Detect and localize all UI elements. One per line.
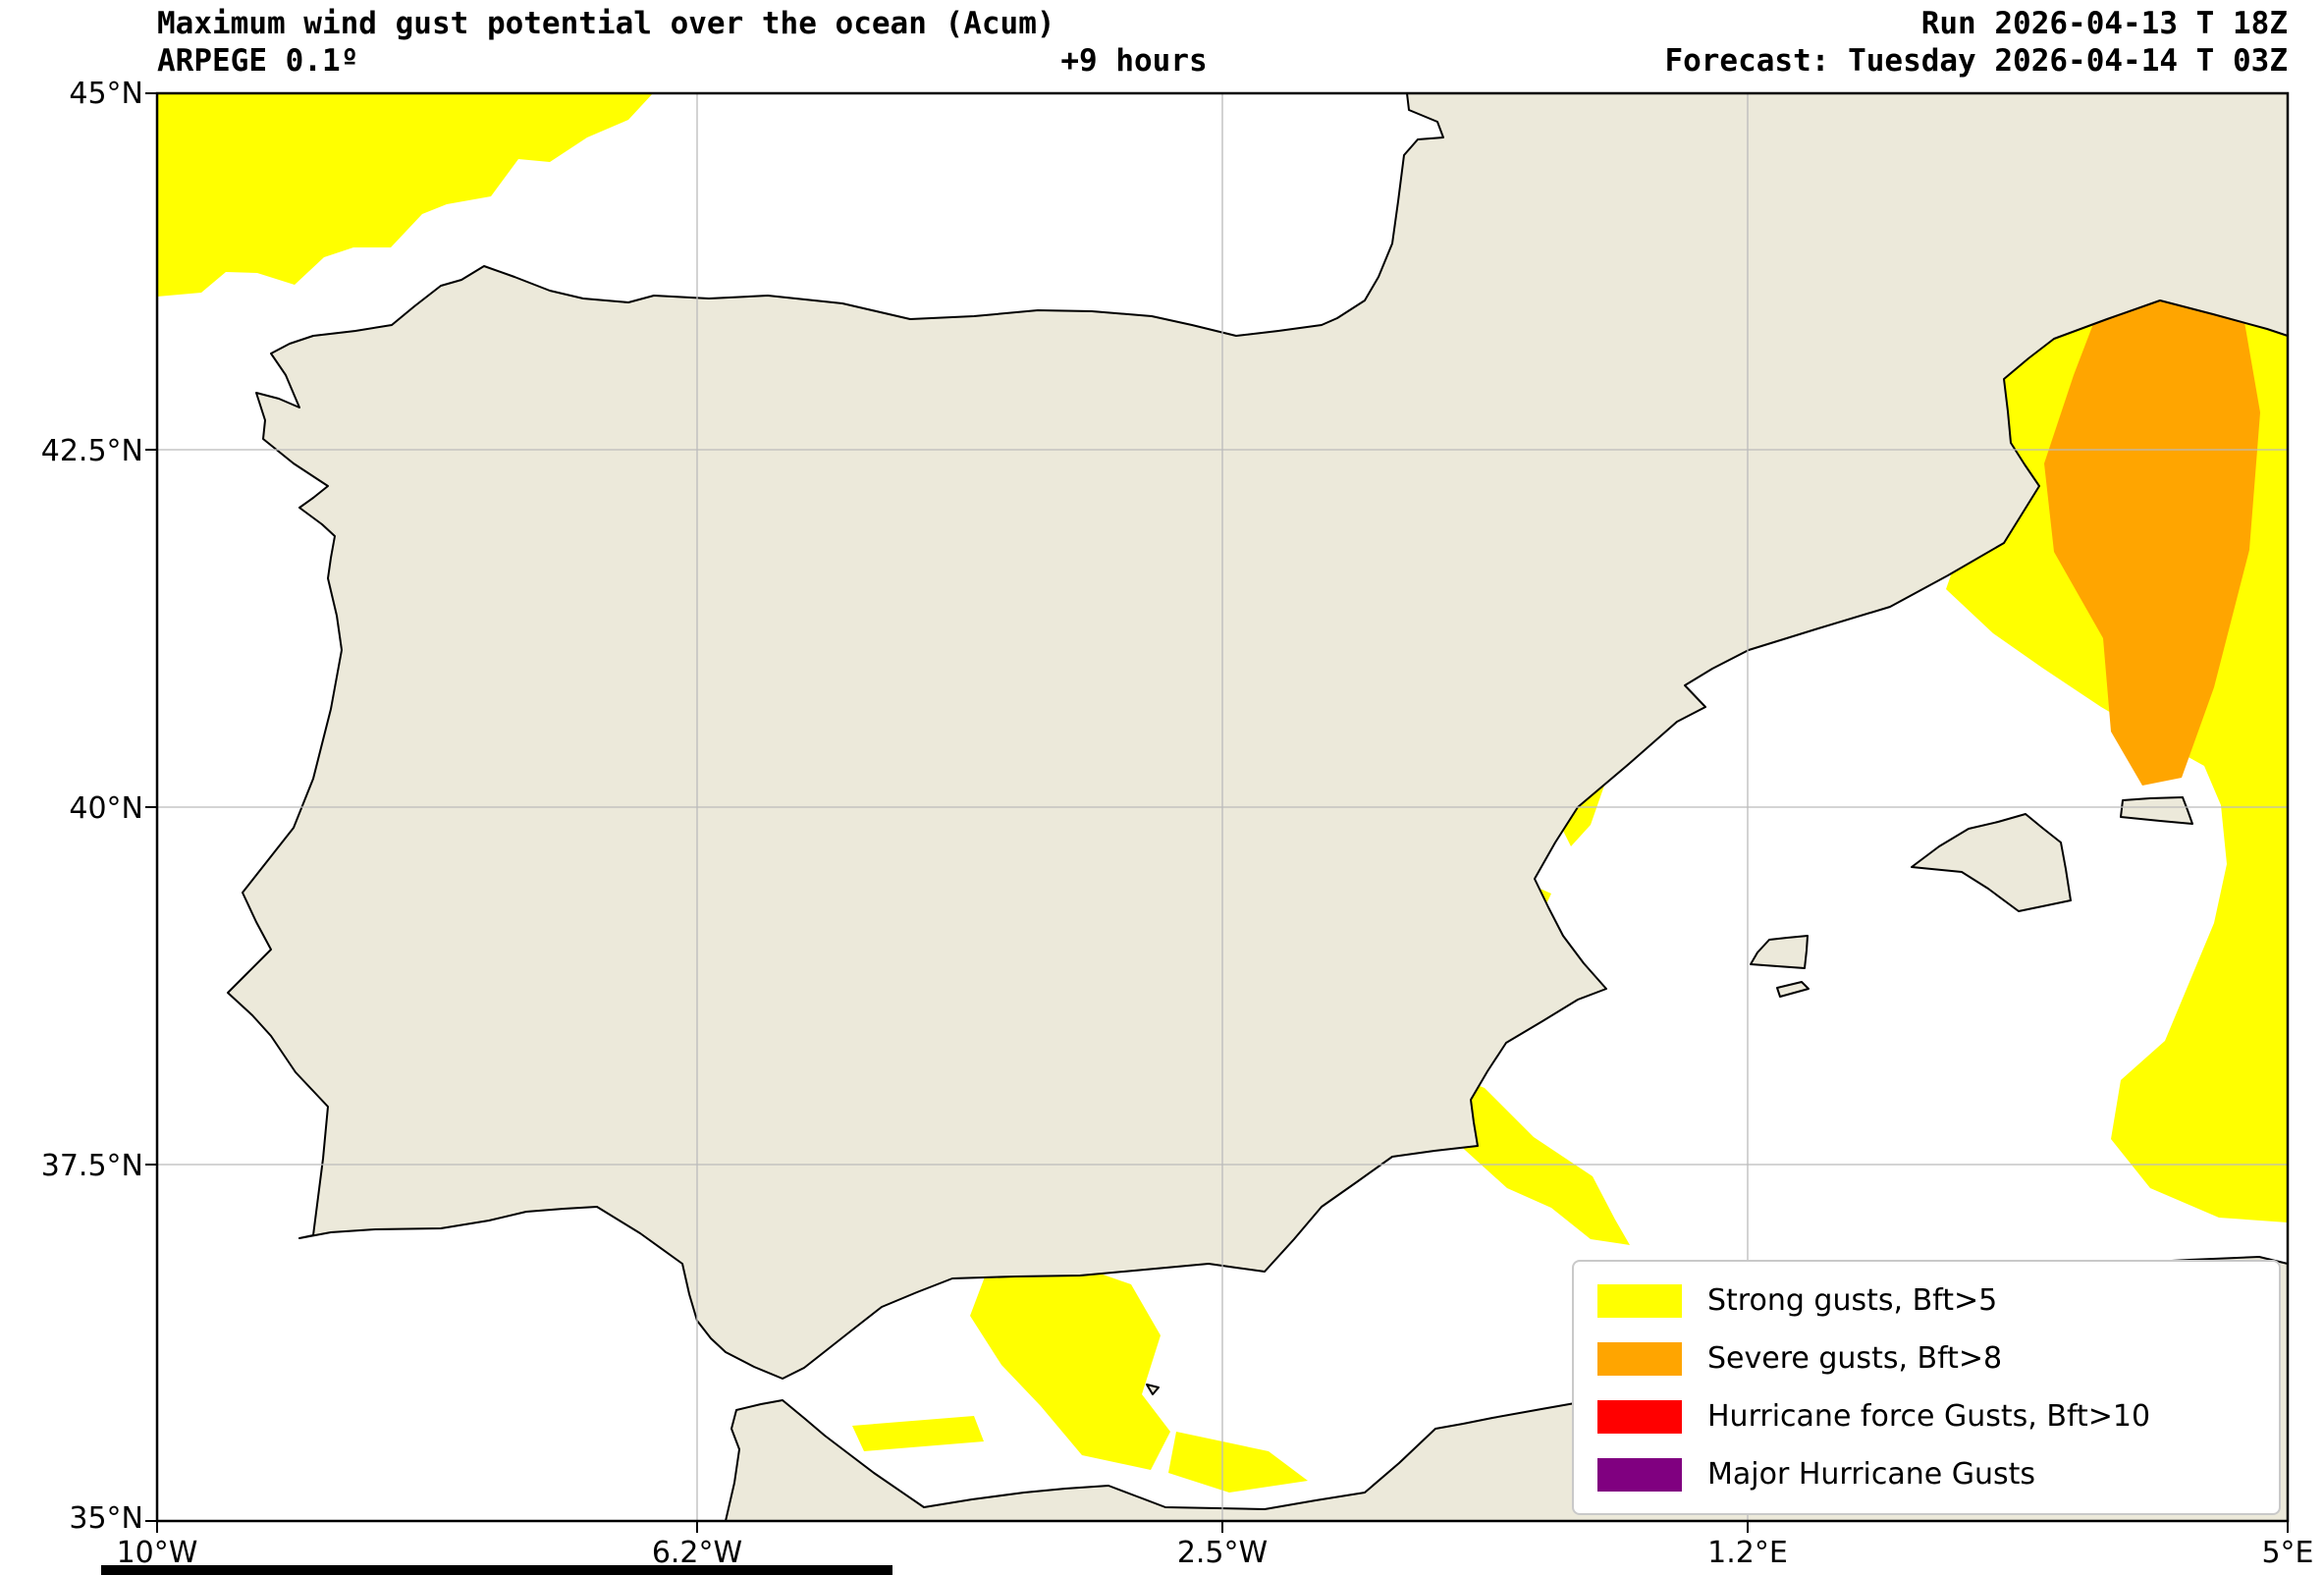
axis-labels: 45°N 42.5°N 40°N 37.5°N 35°N 10°W 6.2°W …: [41, 77, 2314, 1570]
iberia-france-landmass: [227, 92, 2289, 1380]
lead-time-label: +9 hours: [1060, 43, 1208, 79]
lat-label-37-5n: 37.5°N: [41, 1149, 143, 1183]
run-label: Run 2026-04-13 T 18Z: [1920, 6, 2288, 41]
gust-area-biscay-strong: [157, 93, 653, 297]
gust-patches: [157, 93, 2288, 1493]
model-label: ARPEGE 0.1º: [157, 43, 359, 79]
major-hurricane-gusts-color: [1597, 1457, 1682, 1492]
lat-label-35n: 35°N: [69, 1501, 143, 1536]
legend-item-hurricane-gusts: Hurricane force Gusts, Bft>10: [1597, 1399, 2255, 1434]
forecast-label: Forecast: Tuesday 2026-04-14 T 03Z: [1664, 43, 2288, 79]
major-hurricane-gusts-swatch: [1597, 1457, 1682, 1492]
legend-item-severe-gusts: Severe gusts, Bft>8: [1597, 1341, 2255, 1376]
page-title: Maximum wind gust potential over the oce…: [157, 6, 1055, 41]
hurricane-gusts-color: [1597, 1399, 1682, 1434]
lat-label-45n: 45°N: [69, 77, 143, 111]
lon-label-5e: 5°E: [2261, 1536, 2313, 1570]
legend-item-strong-gusts: Strong gusts, Bft>5: [1597, 1283, 2255, 1318]
legend: Strong gusts, Bft>5 Severe gusts, Bft>8 …: [1572, 1260, 2281, 1515]
legend-label-major-hurricane-gusts: Major Hurricane Gusts: [1707, 1457, 2036, 1492]
lon-label-6-2w: 6.2°W: [652, 1536, 742, 1570]
legend-label-hurricane-gusts: Hurricane force Gusts, Bft>10: [1707, 1399, 2151, 1434]
hurricane-gusts-swatch: [1597, 1399, 1682, 1434]
gust-area-alboran-strong: [970, 1264, 1170, 1470]
lat-label-40n: 40°N: [69, 791, 143, 826]
alboran-islet: [1146, 1384, 1160, 1395]
severe-gusts-swatch: [1597, 1341, 1682, 1376]
lon-label-2-5w: 2.5°W: [1177, 1536, 1268, 1570]
legend-label-strong-gusts: Strong gusts, Bft>5: [1707, 1283, 1998, 1318]
legend-label-severe-gusts: Severe gusts, Bft>8: [1707, 1341, 2003, 1376]
mallorca-island: [1911, 813, 2072, 912]
axis-ticks: [145, 92, 2289, 1533]
strong-gusts-color: [1597, 1283, 1682, 1318]
lon-label-10w: 10°W: [117, 1536, 198, 1570]
severe-gusts-color: [1597, 1341, 1682, 1376]
gust-area-alboran-east-strong: [1168, 1432, 1308, 1493]
gust-area-alboran-streak-strong: [852, 1416, 984, 1451]
gust-area-gulf-of-lion-severe: [2044, 277, 2260, 786]
legend-item-major-hurricane-gusts: Major Hurricane Gusts: [1597, 1457, 2255, 1492]
lon-label-1-2e: 1.2°E: [1707, 1536, 1788, 1570]
menorca-island: [2120, 796, 2193, 825]
formentera-island: [1776, 981, 1810, 998]
bottom-edge-bar: [101, 1565, 892, 1575]
strong-gusts-swatch: [1597, 1283, 1682, 1318]
ibiza-island: [1750, 935, 1809, 969]
lat-label-42-5n: 42.5°N: [41, 434, 143, 468]
